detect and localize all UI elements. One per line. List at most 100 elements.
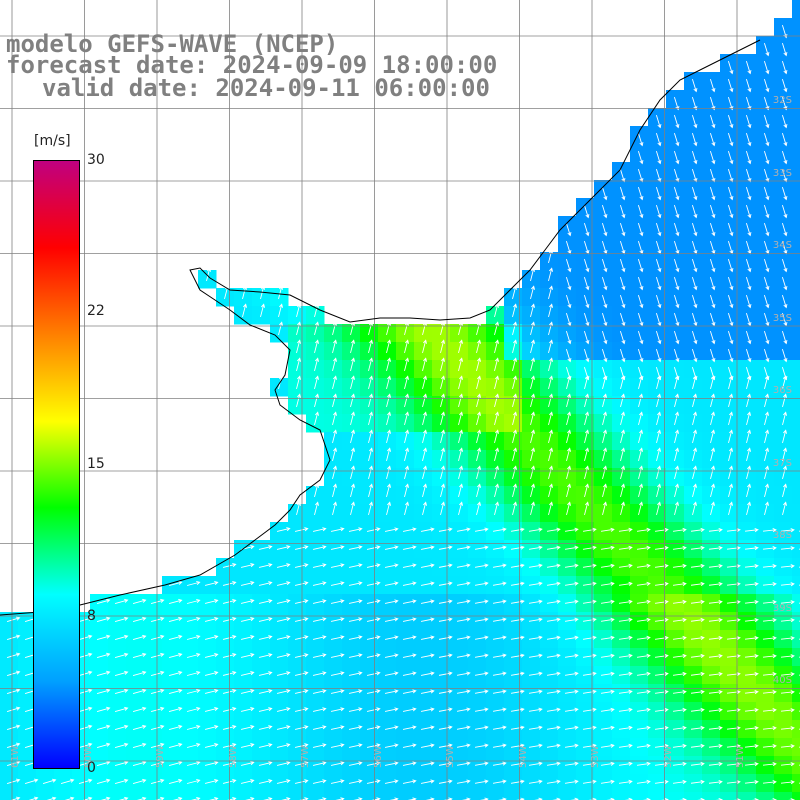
wind-arrow (114, 634, 129, 640)
wind-speed-cell (792, 108, 800, 127)
wind-arrow (637, 204, 644, 219)
wind-arrow (420, 671, 435, 676)
wind-arrow (583, 258, 590, 273)
wind-arrow (530, 321, 536, 336)
wind-arrow (528, 707, 543, 712)
wind-arrow (583, 222, 590, 237)
wind-arrow (384, 707, 399, 712)
wind-speed-cell (522, 792, 541, 800)
wind-arrow (371, 797, 381, 800)
wind-vector-field (6, 7, 800, 800)
wind-arrow (655, 150, 662, 165)
wind-arrow (618, 743, 633, 748)
wind-arrow (494, 411, 500, 426)
wind-arrow (314, 501, 320, 516)
wind-arrow (458, 375, 464, 390)
wind-arrow (132, 652, 147, 658)
wind-arrow (584, 375, 590, 390)
wind-arrow (294, 725, 309, 730)
wind-arrow (656, 501, 662, 516)
wind-arrow (456, 617, 471, 622)
wind-arrow (386, 357, 392, 372)
wind-arrow (637, 186, 644, 201)
wind-arrow (402, 779, 417, 784)
wind-arrow (386, 447, 392, 462)
wind-arrow (762, 600, 777, 605)
wind-arrow (781, 114, 788, 129)
wind-arrow (242, 303, 248, 318)
wind-arrow (366, 671, 381, 676)
wind-arrow (656, 447, 662, 462)
wind-arrow (602, 465, 608, 480)
wind-arrow (530, 465, 536, 480)
wind-arrow (763, 60, 770, 75)
wind-arrow (583, 330, 590, 345)
wind-arrow (168, 634, 183, 640)
wind-arrow (602, 501, 608, 516)
wind-arrow (656, 429, 662, 444)
wind-arrow (404, 393, 410, 408)
wind-arrow (474, 689, 489, 694)
wind-speed-cell (396, 792, 415, 800)
wind-arrow (654, 581, 669, 586)
wind-speed-cell (792, 666, 800, 685)
wind-arrow (368, 465, 374, 480)
wind-arrow (782, 465, 788, 480)
wind-arrow (332, 501, 338, 516)
wind-arrow (348, 707, 363, 712)
wind-arrow (710, 429, 716, 444)
wind-arrow (404, 429, 410, 444)
wind-arrow (294, 743, 309, 748)
wind-arrow (314, 321, 320, 336)
wind-arrow (600, 545, 615, 550)
wind-arrow (512, 285, 518, 300)
wind-arrow (746, 429, 752, 444)
wind-arrow (673, 114, 680, 129)
wind-arrow (512, 447, 518, 462)
wind-arrow (296, 375, 302, 390)
wind-arrow (564, 671, 579, 676)
wind-speed-cell (792, 288, 800, 307)
wind-arrow (746, 375, 752, 390)
lat-label: 40S (772, 675, 792, 686)
lat-label: 39S (772, 602, 792, 614)
wind-arrow (402, 635, 417, 640)
wind-speed-cell (792, 522, 800, 541)
wind-arrow (655, 186, 662, 201)
wind-speed-cell (666, 792, 685, 800)
wind-speed-cell (774, 792, 793, 800)
wind-arrow (564, 779, 579, 784)
wind-arrow (240, 689, 255, 694)
lon-label: 54W (517, 745, 529, 768)
wind-arrow (312, 779, 327, 784)
wind-arrow (132, 760, 147, 766)
wind-arrow (186, 598, 201, 604)
wind-arrow (708, 635, 723, 641)
wind-arrow (636, 725, 651, 730)
lon-label: 58W (227, 745, 239, 768)
wind-arrow (726, 581, 741, 587)
wind-arrow (368, 411, 374, 426)
wind-speed-cell (792, 702, 800, 721)
wind-arrow (727, 330, 734, 345)
wind-arrow (330, 653, 345, 658)
wind-arrow (420, 617, 435, 622)
wind-arrow (348, 545, 363, 550)
wind-arrow (763, 114, 770, 129)
lat-label: 37S (772, 457, 792, 469)
wind-arrow (240, 707, 255, 712)
wind-speed-cell (792, 18, 800, 37)
wind-arrow (763, 78, 770, 93)
wind-arrow (314, 393, 320, 408)
wind-arrow (638, 411, 644, 426)
wind-arrow (781, 348, 788, 363)
wind-arrow (492, 743, 507, 748)
wind-arrow (114, 742, 129, 748)
wind-arrow (564, 707, 579, 712)
wind-arrow (745, 114, 752, 129)
wind-arrow (710, 447, 716, 462)
wind-arrow (332, 339, 338, 354)
wind-arrow (402, 689, 417, 694)
wind-arrow (619, 168, 626, 183)
wind-arrow (709, 78, 716, 93)
